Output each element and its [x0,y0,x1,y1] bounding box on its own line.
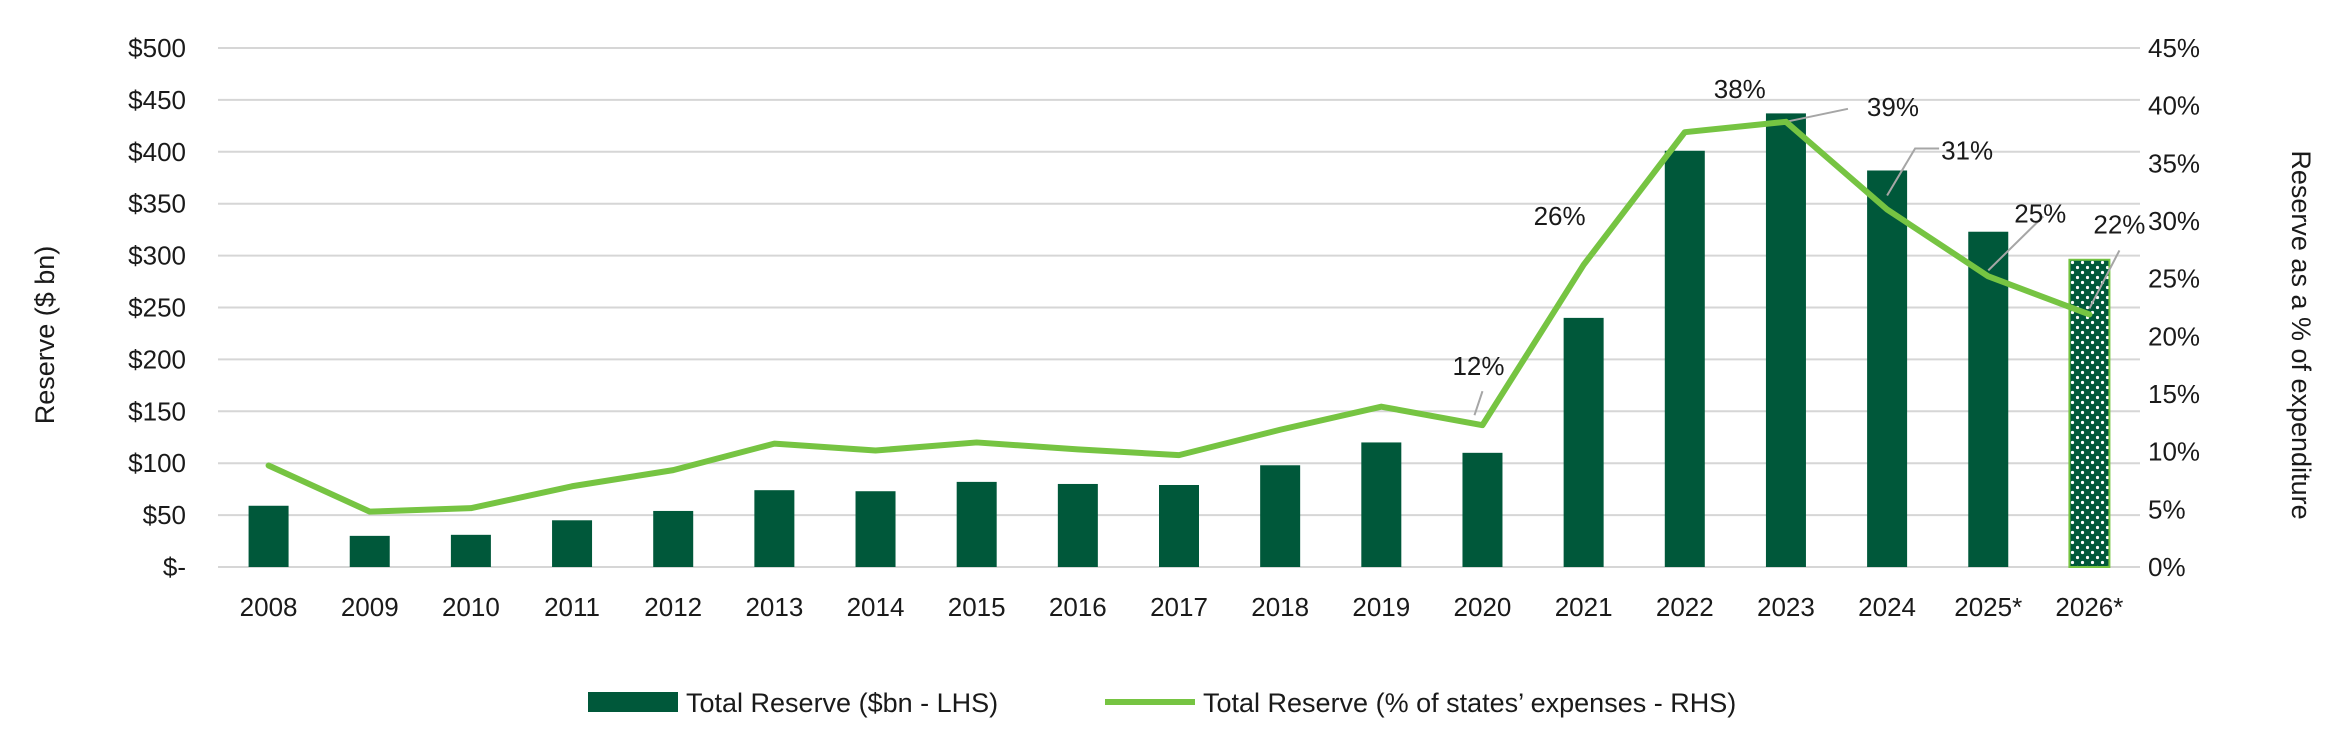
x-tick-label: 2023 [1757,592,1815,622]
legend-line-label: Total Reserve (% of states’ expenses - R… [1203,688,1736,718]
reserve-bar-2020 [1462,452,1503,567]
reserve-bar-2018 [1260,465,1301,567]
reserve-bar-2011 [552,520,593,567]
legend-bar-label: Total Reserve ($bn - LHS) [686,688,998,718]
left-tick-label: $100 [128,448,186,478]
percent-label-2023: 39% [1867,92,1919,122]
right-tick-label: 40% [2148,91,2200,121]
left-tick-label: $500 [128,33,186,63]
right-tick-label: 15% [2148,379,2200,409]
left-tick-label: $400 [128,137,186,167]
leader-line [1473,390,1484,416]
x-tick-label: 2018 [1251,592,1309,622]
reserve-bar-2012 [653,510,694,567]
left-tick-label: $150 [128,396,186,426]
percent-line [265,118,2093,515]
reserve-bar-2017 [1159,484,1199,567]
reserve-bar-2021 [1563,317,1604,567]
x-tick-label: 2012 [644,592,702,622]
x-tick-label: 2014 [847,592,905,622]
x-tick-label: 2022 [1656,592,1714,622]
reserve-bar-2009 [349,535,390,567]
left-axis-ticks: $500 $450 $400 $350 $300 $250 $200 $150 $100 $50 $… [128,33,186,582]
reserve-bar-2026 [2068,258,2111,568]
gridlines [218,47,2140,568]
reserve-bar-2023 [1765,113,1806,568]
percent-label-2022: 38% [1714,74,1766,104]
x-tick-label: 2008 [240,592,298,622]
reserve-bars [248,113,2111,568]
leader-line [2088,249,2121,309]
reserve-bar-2014 [855,491,896,567]
reserve-bar-2013 [754,490,795,567]
left-tick-label: $- [163,552,186,582]
label-leader-lines [1473,107,2121,416]
right-tick-label: 35% [2148,148,2200,178]
right-axis-title: Reserve as a % of expenditure [2286,150,2316,519]
percent-line-path [265,118,2093,515]
reserve-bar-2024 [1867,170,1908,567]
legend-bar-swatch [588,692,678,712]
x-tick-label: 2020 [1454,592,1512,622]
left-tick-label: $350 [128,189,186,219]
x-tick-label: 2021 [1555,592,1613,622]
x-tick-label: 2017 [1150,592,1208,622]
percent-label-2024: 31% [1941,135,1993,165]
reserve-bar-2016 [1057,483,1098,567]
right-tick-label: 30% [2148,206,2200,236]
x-tick-label: 2010 [442,592,500,622]
right-tick-label: 10% [2148,437,2200,467]
reserve-bar-2019 [1361,442,1402,567]
reserve-bar-2010 [450,534,491,567]
right-tick-label: 0% [2148,552,2186,582]
percent-label-2025: 25% [2014,198,2066,228]
left-tick-label: $300 [128,241,186,271]
left-tick-label: $200 [128,344,186,374]
x-tick-label: 2026* [2055,592,2123,622]
right-tick-label: 20% [2148,321,2200,351]
reserve-bar-2015 [956,481,997,567]
percent-label-2021: 26% [1534,201,1586,231]
right-tick-label: 5% [2148,494,2186,524]
percent-label-2020: 12% [1452,351,1504,381]
left-axis-title: Reserve ($ bn) [30,246,60,425]
x-tick-label: 2024 [1858,592,1916,622]
reserve-bar-2022 [1664,150,1705,567]
legend: Total Reserve ($bn - LHS) Total Reserve … [588,688,1736,718]
x-tick-label: 2016 [1049,592,1107,622]
leader-line [1785,107,1849,123]
left-tick-label: $50 [143,500,186,530]
x-tick-label: 2019 [1352,592,1410,622]
leader-line [1987,215,2044,272]
leader-line [1886,147,1940,196]
percent-data-labels: 12% 26% 38% 39% 31% 25% 22% [1452,74,2145,381]
left-tick-label: $450 [128,85,186,115]
reserve-bar-2008 [248,505,289,567]
right-tick-label: 45% [2148,33,2200,63]
left-tick-label: $250 [128,293,186,323]
x-tick-label: 2009 [341,592,399,622]
x-tick-label: 2011 [544,592,600,622]
reserve-bar-2025 [1968,231,2009,567]
x-tick-label: 2025* [1954,592,2022,622]
right-axis-ticks: 45% 40% 35% 30% 25% 20% 15% 10% 5% 0% [2148,33,2200,582]
x-tick-label: 2013 [745,592,803,622]
percent-label-2026: 22% [2093,209,2145,239]
x-axis-ticks: 2008 2009 2010 2011 2012 2013 2014 2015 2016 2017… [240,592,2124,622]
x-tick-label: 2015 [948,592,1006,622]
right-tick-label: 25% [2148,264,2200,294]
